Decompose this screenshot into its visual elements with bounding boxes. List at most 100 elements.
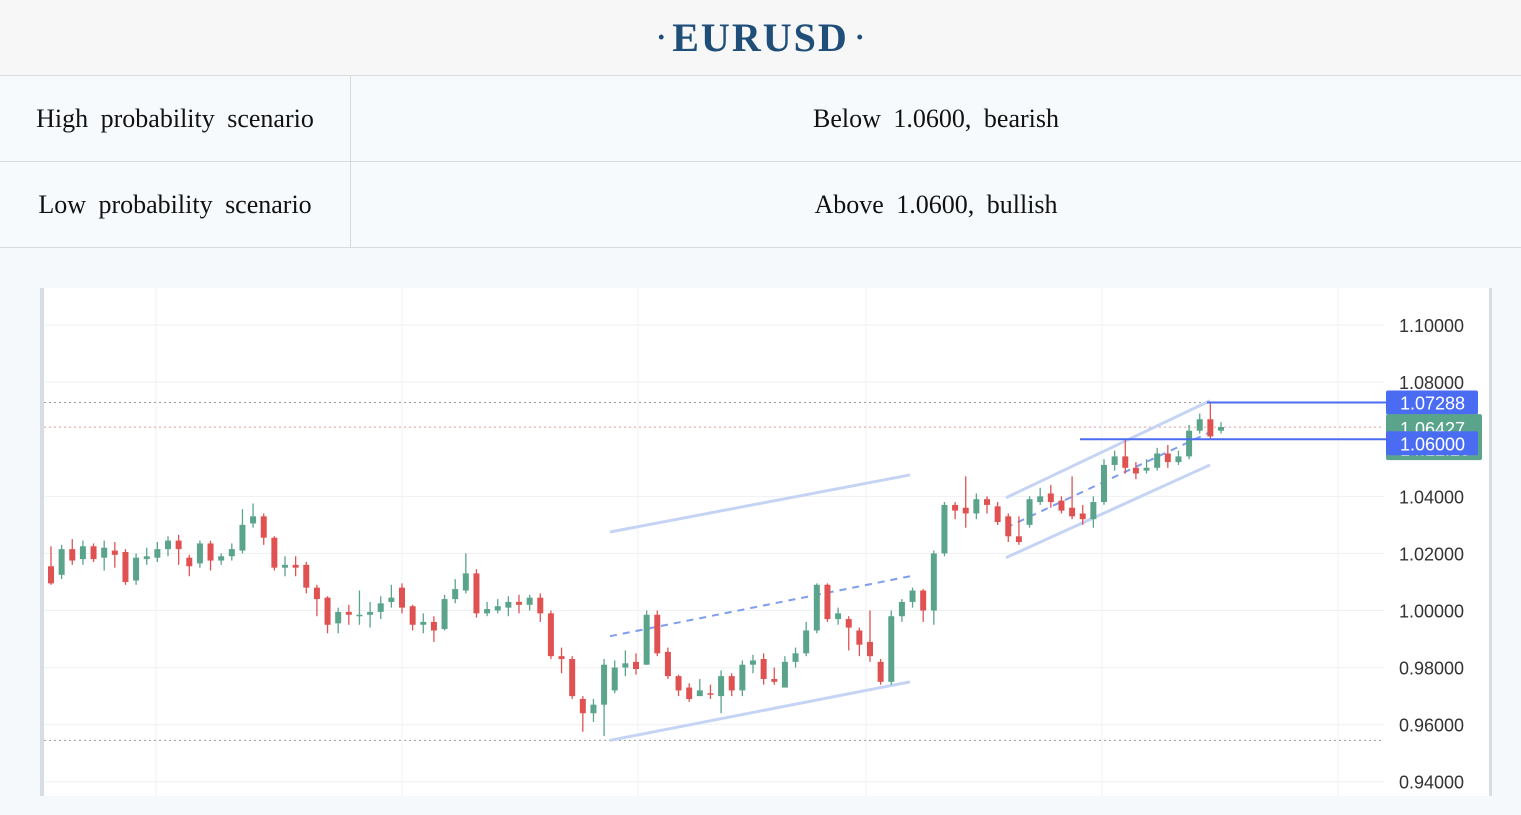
title-bar: · EURUSD · bbox=[0, 0, 1521, 76]
candle-body bbox=[462, 573, 469, 591]
y-tick-label: 1.04000 bbox=[1399, 487, 1464, 507]
candle-body bbox=[952, 504, 959, 511]
candle-body bbox=[920, 590, 927, 611]
chart-svg: 1.10000 1.08000 1.04000 1.02000 1.00000 0.980… bbox=[44, 288, 1482, 796]
candle-body bbox=[750, 660, 756, 665]
candle-body bbox=[303, 564, 310, 588]
candle-body bbox=[781, 661, 788, 688]
candle-body bbox=[739, 664, 746, 691]
candle-body bbox=[133, 557, 140, 581]
table-row: High probability scenario Below 1.0600, … bbox=[0, 76, 1521, 162]
candle-body bbox=[409, 606, 416, 625]
candle-body bbox=[760, 659, 767, 679]
channel-line bbox=[1005, 463, 1211, 560]
candle-body bbox=[526, 597, 533, 605]
candle-body bbox=[877, 661, 884, 682]
candle-body bbox=[420, 621, 427, 625]
candle-body bbox=[909, 590, 916, 602]
candle-body bbox=[1143, 467, 1150, 471]
price-tag-support-label: 1.06000 bbox=[1400, 434, 1465, 454]
price-chart[interactable]: 1.10000 1.08000 1.04000 1.02000 1.00000 0.980… bbox=[40, 288, 1492, 796]
candle-body bbox=[973, 499, 980, 514]
scenario-table: High probability scenario Below 1.0600, … bbox=[0, 76, 1521, 248]
candle-body bbox=[675, 676, 682, 691]
candle-body bbox=[58, 549, 65, 575]
channel-line bbox=[609, 680, 911, 742]
channel-line bbox=[609, 473, 911, 534]
candle-body bbox=[984, 499, 990, 505]
candle-body bbox=[1196, 419, 1203, 431]
candle-body bbox=[1015, 536, 1022, 542]
candle-body bbox=[154, 549, 161, 558]
candle-body bbox=[590, 704, 597, 714]
candle-body bbox=[898, 601, 905, 617]
candle-body bbox=[196, 543, 203, 564]
candle-body bbox=[1026, 499, 1033, 525]
candle-body bbox=[367, 611, 374, 615]
scenario-value: Above 1.0600, bullish bbox=[350, 161, 1521, 248]
candle-body bbox=[228, 549, 235, 557]
candle-body bbox=[377, 603, 384, 612]
candle-body bbox=[941, 504, 948, 554]
candle-body bbox=[473, 573, 480, 614]
candle-body bbox=[824, 584, 831, 620]
candle-body bbox=[1122, 456, 1129, 468]
candle-body bbox=[165, 540, 171, 550]
candle-body bbox=[282, 564, 288, 568]
scenario-label: Low probability scenario bbox=[0, 161, 351, 248]
candle-body bbox=[271, 537, 278, 568]
candle-body bbox=[324, 597, 331, 625]
candle-body bbox=[622, 663, 629, 668]
candle-body bbox=[484, 609, 491, 614]
y-tick-label: 1.08000 bbox=[1399, 373, 1464, 393]
candle-body bbox=[388, 597, 395, 602]
candle-body bbox=[335, 611, 342, 624]
y-tick-label: 1.02000 bbox=[1399, 544, 1464, 564]
price-tag-support bbox=[1386, 431, 1478, 456]
candle-body bbox=[707, 693, 714, 695]
candle-body bbox=[452, 589, 459, 600]
candle-body bbox=[494, 606, 501, 611]
candle-body bbox=[111, 550, 118, 555]
candle-body bbox=[79, 546, 86, 560]
scenario-value: Below 1.0600, bearish bbox=[350, 76, 1521, 162]
channel-midline bbox=[1005, 431, 1211, 529]
candle-body bbox=[1154, 453, 1161, 468]
candle-body bbox=[792, 653, 799, 662]
candle-body bbox=[101, 547, 108, 558]
candle-body bbox=[664, 651, 671, 677]
candle-body bbox=[90, 546, 97, 560]
table-row: Low probability scenario Above 1.0600, b… bbox=[0, 161, 1521, 248]
candle-body bbox=[1175, 456, 1182, 463]
candle-body bbox=[643, 614, 650, 665]
candle-body bbox=[313, 587, 320, 600]
price-tag-resistance-label: 1.07288 bbox=[1400, 393, 1465, 413]
y-tick-label: 1.00000 bbox=[1399, 601, 1464, 621]
candle-body bbox=[1005, 516, 1012, 537]
candle-body bbox=[441, 599, 448, 630]
candle-body bbox=[1186, 430, 1193, 457]
candle-body bbox=[728, 676, 735, 691]
candle-body bbox=[1132, 467, 1139, 474]
candle-body bbox=[505, 601, 512, 608]
candle-body bbox=[547, 613, 554, 657]
candle-body bbox=[48, 566, 54, 584]
candle-body bbox=[186, 557, 193, 567]
candle-body bbox=[994, 506, 1001, 523]
candle-body bbox=[69, 549, 76, 561]
candle-body bbox=[813, 584, 820, 631]
candle-body bbox=[1058, 500, 1065, 511]
candle-body bbox=[175, 540, 182, 550]
candle-body bbox=[1037, 496, 1044, 503]
candle-body bbox=[1101, 464, 1107, 503]
candle-body bbox=[1090, 502, 1097, 520]
candle-body bbox=[1079, 513, 1086, 520]
candle-body bbox=[239, 524, 246, 551]
candle-body bbox=[633, 661, 639, 669]
candle-body bbox=[292, 564, 299, 568]
candle-body bbox=[1207, 419, 1214, 437]
candle-body bbox=[579, 698, 586, 714]
candle-body bbox=[430, 621, 437, 631]
y-tick-label: 1.10000 bbox=[1399, 316, 1464, 336]
y-tick-label: 0.98000 bbox=[1399, 659, 1464, 679]
